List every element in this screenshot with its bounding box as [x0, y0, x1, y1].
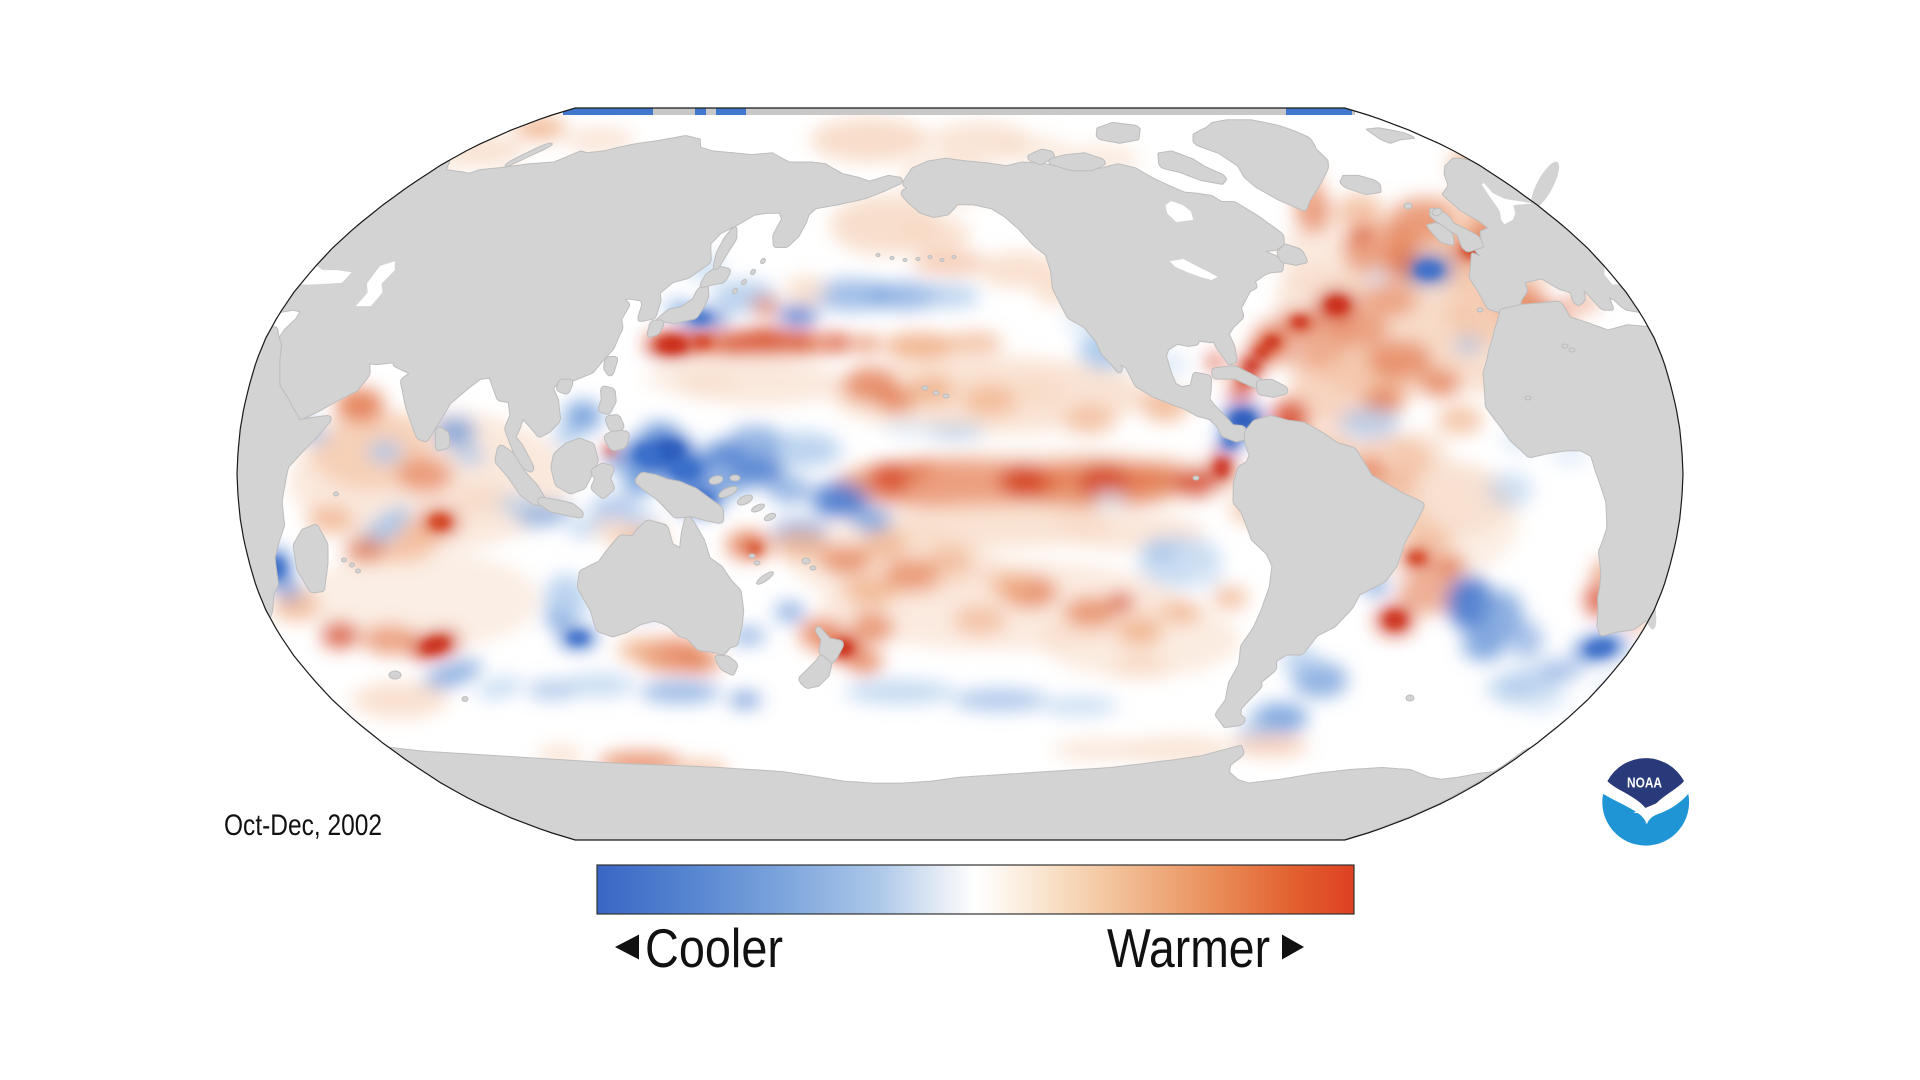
- svg-text:Cooler: Cooler: [645, 917, 783, 979]
- svg-text:Oct-Dec, 2002: Oct-Dec, 2002: [224, 809, 382, 842]
- svg-text:NOAA: NOAA: [1627, 775, 1662, 792]
- svg-text:Warmer: Warmer: [1107, 917, 1270, 979]
